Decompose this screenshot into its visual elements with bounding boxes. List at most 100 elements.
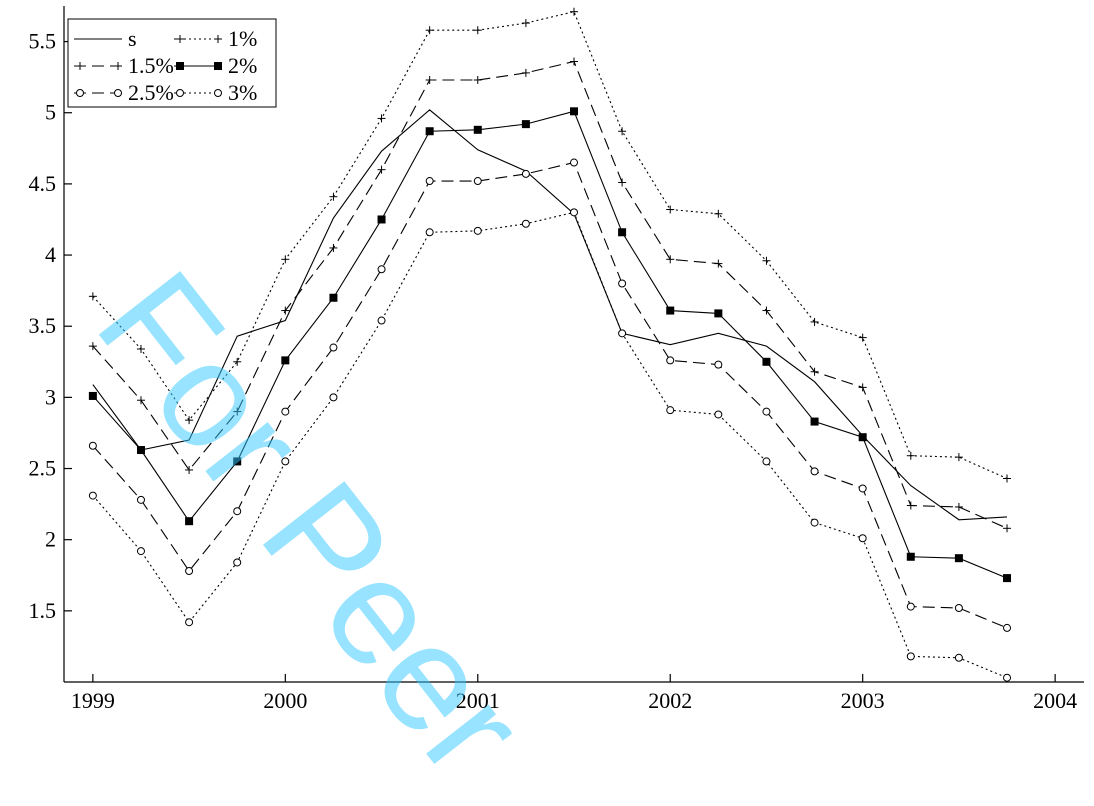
legend-item: s [74, 26, 137, 51]
data-point [176, 62, 184, 70]
data-point [521, 169, 530, 178]
data-point [185, 465, 194, 474]
series-line [92, 211, 1008, 679]
data-point [954, 653, 963, 662]
x-tick-label: 1999 [71, 688, 115, 713]
legend-label: 2.5% [128, 80, 174, 105]
data-point [954, 603, 963, 612]
legend-label: 3% [228, 80, 257, 105]
data-point [714, 410, 723, 419]
data-point [233, 558, 242, 567]
legend-item: 2.5% [74, 80, 174, 105]
data-point [1003, 673, 1012, 682]
y-tick-label: 2.5 [29, 456, 57, 481]
legend-label: 2% [228, 53, 257, 78]
data-point [762, 357, 771, 366]
data-point [618, 178, 627, 187]
data-point [810, 417, 819, 426]
data-point [233, 507, 242, 516]
data-point [114, 62, 122, 70]
data-point [377, 265, 386, 274]
data-point [425, 76, 434, 85]
series-layer [88, 7, 1012, 682]
data-point [114, 89, 122, 97]
data-point [425, 127, 434, 136]
data-point [810, 367, 819, 376]
x-tick-label: 2003 [841, 688, 885, 713]
data-point [762, 306, 771, 315]
y-tick-label: 3.5 [29, 313, 57, 338]
data-point [714, 309, 723, 318]
data-point [521, 19, 530, 28]
series-line [92, 60, 1008, 529]
y-tick-label: 2 [45, 527, 56, 552]
data-point [618, 279, 627, 288]
series-line [92, 109, 1008, 521]
data-point [214, 62, 222, 70]
data-point [233, 457, 242, 466]
data-point [377, 114, 386, 123]
x-tick-label: 2000 [263, 688, 307, 713]
data-point [329, 293, 338, 302]
data-point [233, 407, 242, 416]
data-point [906, 602, 915, 611]
data-point [618, 127, 627, 136]
data-point [176, 89, 184, 97]
series-0 [92, 109, 1008, 521]
data-point [377, 316, 386, 325]
data-point [377, 165, 386, 174]
data-point [714, 259, 723, 268]
y-tick-label: 1.5 [29, 598, 57, 623]
legend-item: 1% [174, 26, 257, 51]
x-tick-label: 2001 [456, 688, 500, 713]
data-point [810, 317, 819, 326]
data-point [76, 89, 84, 97]
data-point [329, 343, 338, 352]
y-tick-label: 4.5 [29, 171, 57, 196]
data-point [858, 333, 867, 342]
data-point [954, 554, 963, 563]
legend-item: 3% [174, 80, 257, 105]
legend-label: 1.5% [128, 53, 174, 78]
data-point [88, 441, 97, 450]
data-point [377, 215, 386, 224]
data-point [329, 243, 338, 252]
x-tick-label: 2004 [1033, 688, 1077, 713]
data-point [329, 192, 338, 201]
legend-label: s [128, 26, 137, 51]
data-point [906, 552, 915, 561]
data-point [281, 255, 290, 264]
data-point [76, 62, 84, 70]
data-point [425, 177, 434, 186]
data-point [666, 356, 675, 365]
y-tick-label: 3 [45, 384, 56, 409]
data-point [954, 502, 963, 511]
data-point [329, 393, 338, 402]
data-point [185, 517, 194, 526]
legend-box [67, 18, 277, 108]
data-point [281, 356, 290, 365]
data-point [618, 329, 627, 338]
data-point [88, 391, 97, 400]
data-point [570, 7, 578, 16]
data-point [570, 57, 578, 66]
data-point [425, 228, 434, 237]
data-point [666, 205, 675, 214]
data-point [521, 68, 530, 77]
legend-item: 1.5% [74, 53, 174, 78]
y-tick-label: 4 [45, 242, 56, 267]
data-point [136, 446, 145, 455]
data-point [473, 177, 482, 186]
data-point [176, 35, 184, 43]
series-line [92, 110, 1008, 579]
data-point [136, 396, 145, 405]
data-point [214, 89, 222, 97]
data-point [521, 120, 530, 129]
data-point [136, 495, 145, 504]
data-point [666, 255, 675, 264]
line-chart: 1.5 2 2.5 3 3.5 4 4.5 5 5.5 1999 2000 2001 2002 2003 2… [29, 6, 1084, 713]
data-point [136, 547, 145, 556]
data-point [1003, 474, 1012, 483]
axes: 1.5 2 2.5 3 3.5 4 4.5 5 5.5 1999 2000 2001 2002 2003 2… [29, 6, 1084, 713]
data-point [1003, 574, 1012, 583]
